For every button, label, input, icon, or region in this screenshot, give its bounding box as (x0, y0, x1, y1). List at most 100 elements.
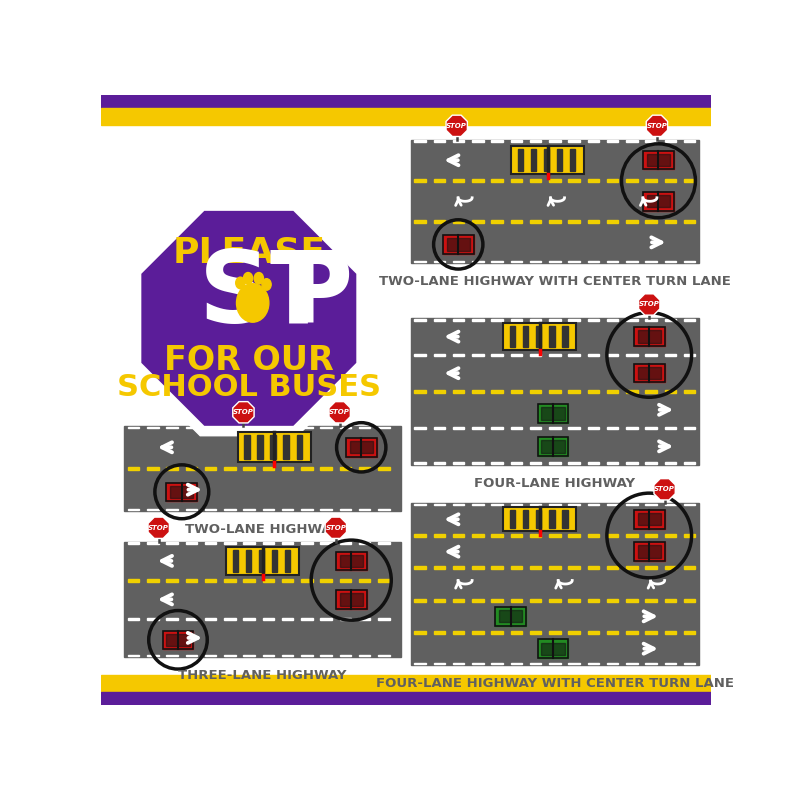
Bar (536, 511, 542, 528)
Bar (243, 579, 255, 581)
Bar (503, 323, 577, 350)
Bar (645, 463, 657, 464)
Bar (282, 467, 294, 470)
Bar (453, 504, 464, 505)
Bar (224, 427, 236, 428)
Bar (664, 140, 676, 142)
Bar (549, 504, 561, 505)
Bar (379, 579, 390, 581)
Bar (645, 428, 657, 429)
Bar (282, 655, 294, 657)
Bar (414, 179, 426, 182)
Bar (626, 504, 638, 505)
Bar (224, 543, 236, 544)
Bar (414, 220, 426, 223)
Bar (562, 511, 568, 528)
Bar (414, 534, 426, 537)
Bar (530, 140, 542, 142)
Bar (530, 354, 542, 356)
Bar (538, 639, 569, 658)
Bar (434, 428, 445, 429)
Bar (549, 631, 561, 634)
Polygon shape (131, 201, 366, 436)
Bar (645, 220, 657, 223)
Bar (536, 326, 542, 347)
Text: STOP: STOP (329, 409, 350, 415)
Bar (511, 631, 522, 634)
Bar (166, 467, 178, 470)
Bar (569, 599, 580, 602)
Bar (569, 220, 580, 223)
Bar (185, 508, 197, 510)
Bar (205, 618, 216, 620)
Bar (634, 364, 664, 383)
Bar (549, 663, 561, 664)
Text: SCHOOL BUSES: SCHOOL BUSES (117, 373, 381, 402)
Bar (626, 261, 638, 262)
Bar (588, 319, 600, 321)
Bar (607, 428, 619, 429)
Bar (170, 485, 193, 498)
Bar (321, 543, 332, 544)
Bar (607, 261, 619, 262)
Bar (569, 663, 580, 664)
Bar (472, 140, 484, 142)
Polygon shape (233, 402, 254, 423)
Bar (453, 463, 464, 464)
Bar (664, 534, 676, 537)
Text: STOP: STOP (639, 302, 660, 307)
Bar (588, 599, 600, 602)
Polygon shape (329, 402, 350, 423)
Bar (336, 590, 367, 608)
Bar (607, 566, 619, 569)
Polygon shape (655, 480, 674, 498)
Text: FOR OUR: FOR OUR (164, 345, 333, 377)
Text: STOP: STOP (446, 123, 467, 129)
Bar (128, 543, 139, 544)
Bar (301, 508, 313, 510)
Bar (185, 579, 197, 581)
Bar (453, 220, 464, 223)
Bar (530, 534, 542, 537)
Bar (499, 610, 522, 623)
Bar (414, 390, 426, 393)
Bar (683, 428, 695, 429)
Bar (284, 436, 289, 459)
Bar (683, 631, 695, 634)
Bar (511, 146, 584, 174)
Bar (511, 220, 522, 223)
Bar (638, 513, 661, 525)
Bar (244, 436, 249, 459)
Text: P: P (280, 247, 353, 344)
Polygon shape (654, 478, 676, 500)
Bar (166, 427, 178, 428)
Bar (503, 508, 577, 531)
Bar (542, 642, 565, 655)
Bar (647, 195, 670, 208)
Bar (634, 327, 664, 346)
Bar (472, 261, 484, 262)
Bar (607, 319, 619, 321)
Bar (414, 566, 426, 569)
Bar (124, 426, 402, 511)
Bar (359, 618, 371, 620)
Bar (434, 463, 445, 464)
Bar (530, 599, 542, 602)
Bar (238, 432, 310, 463)
Bar (282, 579, 294, 581)
Bar (549, 220, 561, 223)
Text: FOUR-LANE HIGHWAY WITH CENTER TURN LANE: FOUR-LANE HIGHWAY WITH CENTER TURN LANE (376, 677, 734, 690)
Bar (607, 663, 619, 664)
Bar (638, 330, 661, 343)
Bar (607, 390, 619, 393)
Bar (259, 550, 265, 572)
Bar (503, 508, 577, 531)
Bar (472, 428, 484, 429)
Bar (453, 390, 464, 393)
Bar (434, 261, 445, 262)
Bar (185, 618, 197, 620)
Bar (634, 543, 664, 561)
Polygon shape (326, 517, 347, 539)
Bar (664, 220, 676, 223)
Bar (538, 437, 569, 455)
